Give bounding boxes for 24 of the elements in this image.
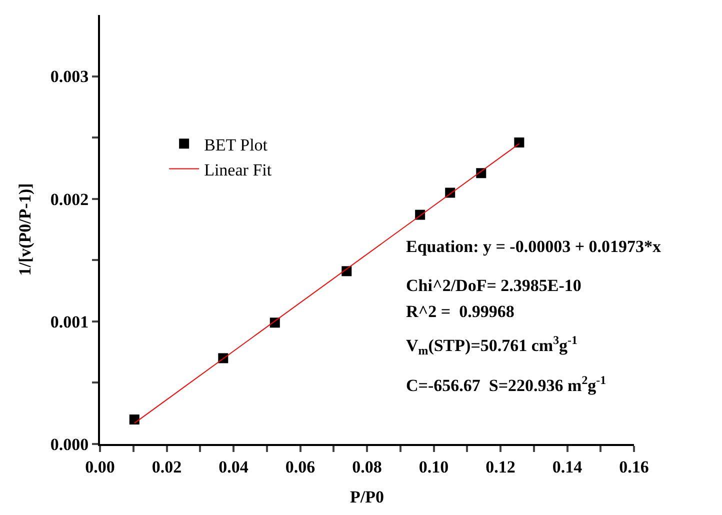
- y-tick-label: 0.001: [50, 312, 89, 332]
- x-tick-label: 0.00: [85, 457, 115, 476]
- annotation: Equation: y = -0.00003 + 0.01973*x: [406, 237, 662, 256]
- y-tick-label: 0.003: [50, 67, 89, 86]
- x-tick-label: 0.14: [552, 457, 583, 476]
- annotation: R^2 = 0.99968: [406, 302, 514, 321]
- y-tick-label: 0.000: [50, 434, 89, 454]
- annotation: C=-656.67 S=220.936 m$^{2}$g$^{-1}$: [406, 373, 606, 396]
- annotation: V$_{m}$(STP)=50.761 cm$^{3}$g$^{-1}$: [406, 333, 578, 358]
- annotation: Chi^2/DoF= 2.3985E-10: [406, 276, 582, 295]
- x-axis-title: P/P0: [350, 487, 384, 506]
- x-tick-label: 0.08: [352, 457, 382, 476]
- point: [129, 414, 140, 424]
- x-tick-label: 0.12: [486, 457, 516, 476]
- x-tick-label: 0.06: [285, 457, 316, 476]
- x-tick-label: 0.02: [152, 457, 182, 476]
- y-tick-label: 0.002: [50, 190, 89, 209]
- x-tick-label: 0.04: [218, 457, 249, 476]
- x-tick-label: 0.10: [418, 457, 449, 476]
- y-axis-title: 1/[v(P0/P-1)]: [15, 183, 34, 276]
- x-tick-label: 0.16: [619, 457, 649, 476]
- legend-label: Linear Fit: [204, 160, 272, 180]
- legend-label: BET Plot: [204, 135, 268, 154]
- point: [514, 137, 524, 148]
